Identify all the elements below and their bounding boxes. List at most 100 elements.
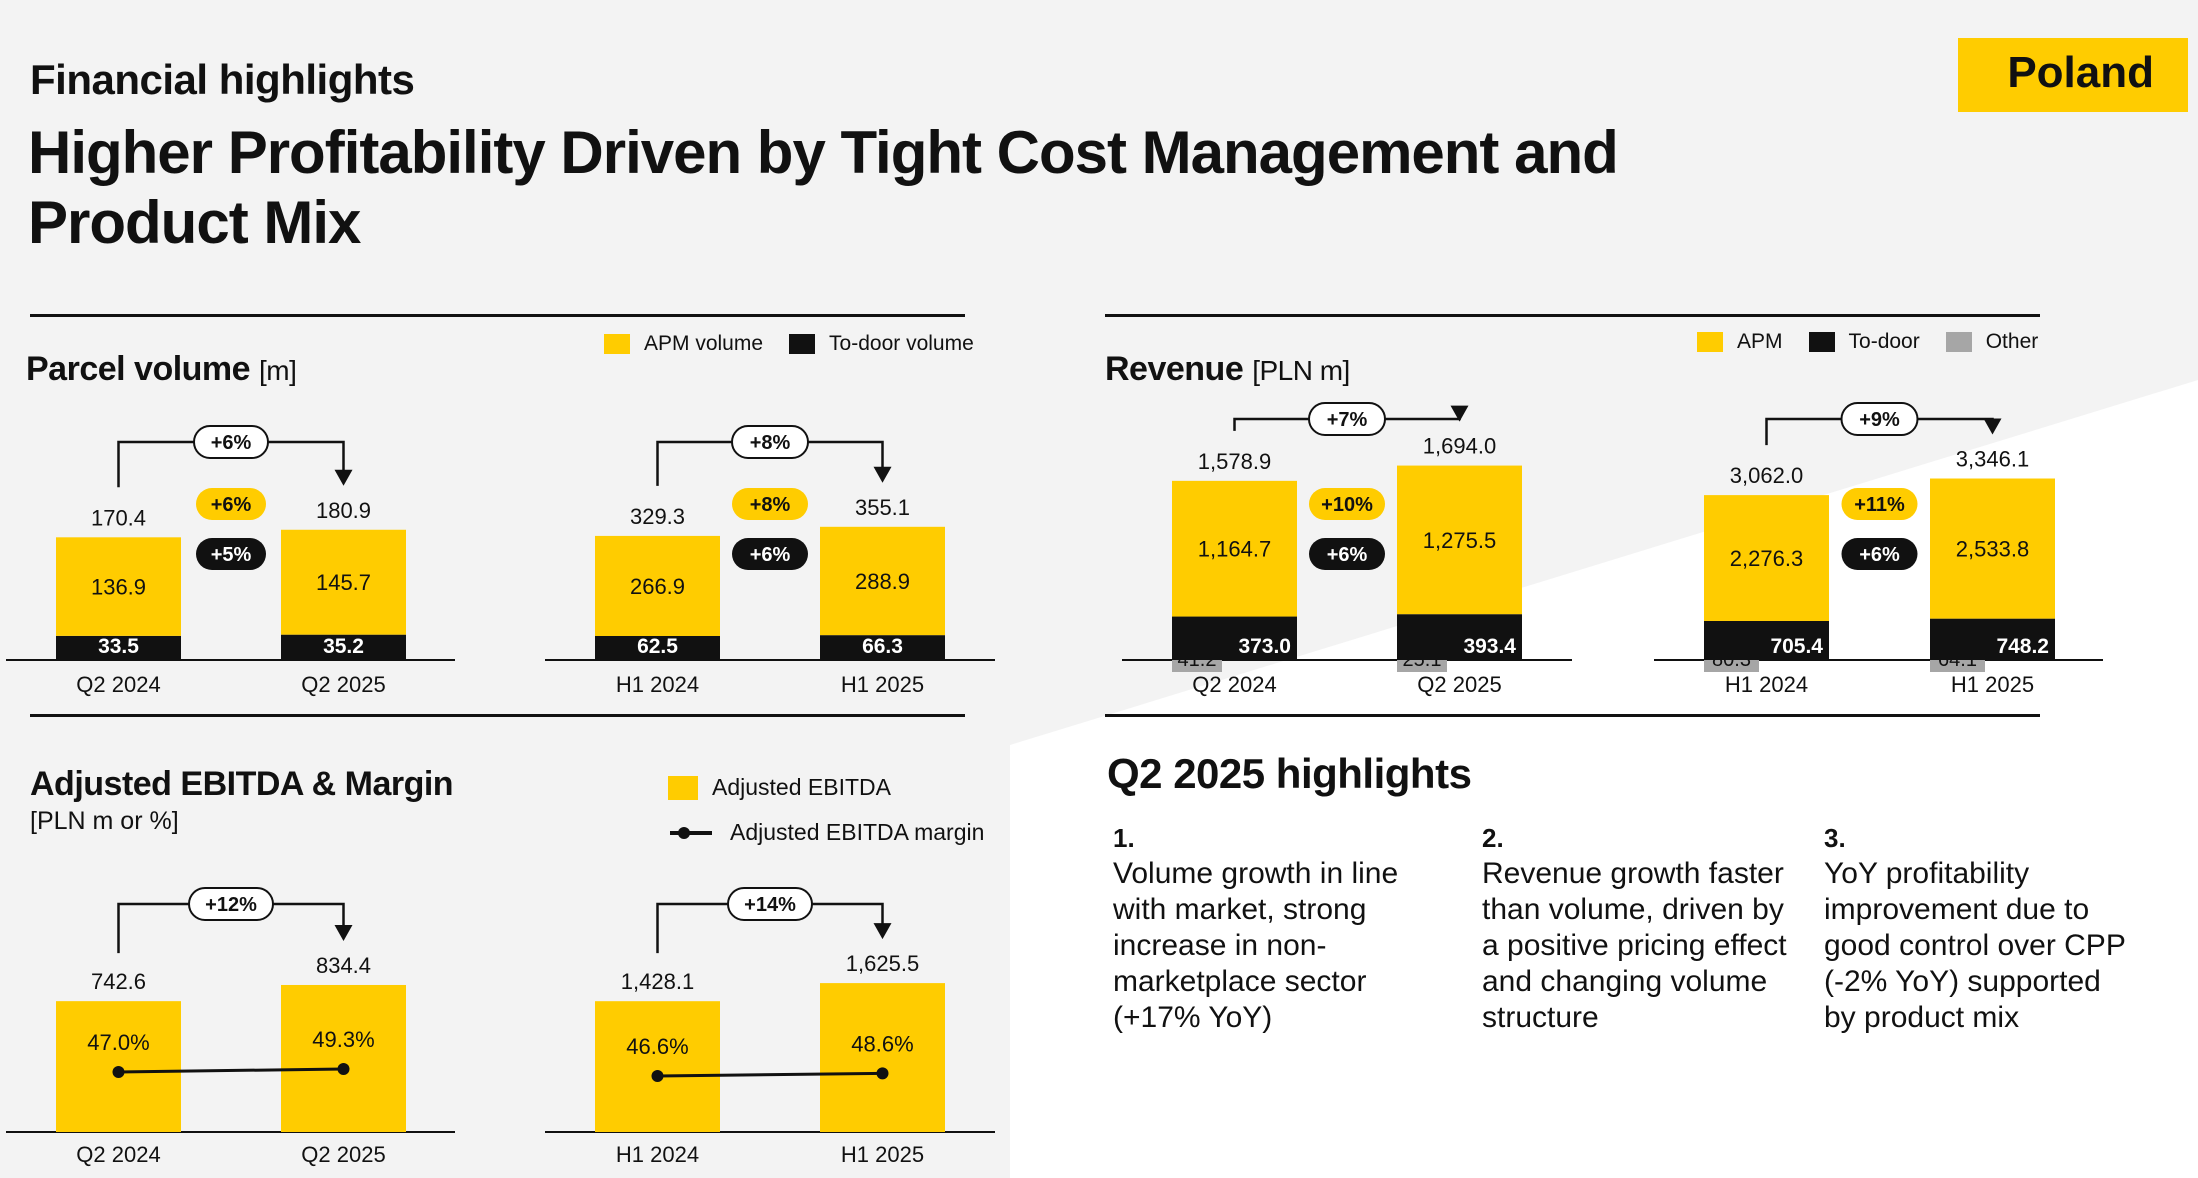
- margin-label-0: 47.0%: [87, 1030, 149, 1055]
- bar-label-1: 35.2: [323, 635, 364, 658]
- growth-badge-apm-label: +6%: [211, 494, 252, 516]
- bar-label-0: 705.4: [1770, 635, 1823, 658]
- bar-adjusted-ebitda-1: [281, 984, 406, 1132]
- total-label-1: 1,694.0: [1423, 434, 1496, 459]
- growth-badge-todoor-label: +5%: [211, 544, 252, 566]
- legend-label: APM: [1737, 330, 1783, 353]
- country-badge: Poland: [1958, 38, 2188, 112]
- highlights-title: Q2 2025 highlights: [1107, 750, 1472, 797]
- growth-arrow-5: [873, 923, 892, 940]
- growth-total-pill-4-label: +12%: [205, 894, 257, 916]
- total-label-0: 3,062.0: [1730, 463, 1803, 488]
- section-subtitle: Financial highlights: [30, 56, 415, 103]
- tick-label-0: H1 2024: [616, 672, 699, 697]
- bar-adjusted-ebitda-0: [595, 1001, 720, 1132]
- growth-badge-apm-label: +11%: [1854, 494, 1905, 516]
- value-label-0: 1,428.1: [621, 969, 694, 994]
- growth-badge-apm-label: +8%: [750, 494, 791, 516]
- parcel-title: Parcel volume [m]: [26, 350, 297, 389]
- parcel-title-text: Parcel volume: [26, 350, 251, 388]
- bar-to-door-0: [1704, 620, 1829, 660]
- legend-label: Other: [1985, 330, 2039, 353]
- growth-total-pill-3: [1840, 402, 1919, 436]
- value-label-0: 742.6: [91, 969, 146, 994]
- growth-arrow-4: [334, 924, 353, 941]
- bar-label-1: 66.3: [862, 635, 903, 658]
- revenue-title-text: Revenue: [1105, 350, 1244, 388]
- bar-label-1: 748.2: [1996, 635, 2049, 658]
- bar-to-door-volume-1: [820, 635, 945, 660]
- value-label-1: 834.4: [316, 953, 371, 978]
- legend-other: Other: [1945, 330, 2039, 354]
- revenue-unit: [PLN m]: [1252, 355, 1350, 386]
- growth-total-pill-0: [193, 425, 269, 459]
- growth-total-pill-2-label: +7%: [1327, 409, 1368, 431]
- growth-total-pill-1: [731, 425, 809, 459]
- ebitda-title: Adjusted EBITDA & Margin: [30, 765, 454, 803]
- bar-label-apm-0: 1,164.7: [1198, 537, 1271, 562]
- tick-label-1: H1 2025: [841, 672, 924, 697]
- growth-badge-todoor-label: +6%: [1859, 544, 1900, 566]
- parcel-legend: APM volume To-door volume: [604, 332, 974, 356]
- margin-point-0: [112, 1066, 125, 1078]
- bar-label-apm-0: 266.9: [630, 574, 685, 599]
- bar-label-0: 33.5: [98, 635, 139, 658]
- bar-to-door-volume-0: [56, 635, 181, 660]
- total-label-1: 180.9: [316, 498, 371, 523]
- tick-label-1: Q2 2025: [301, 672, 385, 697]
- growth-arrow-1: [873, 466, 892, 483]
- margin-label-0: 46.6%: [626, 1034, 688, 1059]
- parcel-q2-chart: 33.5 136.9 170.4 Q2 2024 35.2 145.7 180.9 Q2 20…: [6, 425, 455, 697]
- highlight-text: Volume growth in line with market, stron…: [1113, 857, 1399, 1034]
- bar-to-door-0: [1172, 616, 1297, 660]
- highlight-number: 1.: [1113, 823, 1135, 853]
- margin-line: [118, 1067, 344, 1074]
- growth-total-pill-0-label: +6%: [211, 432, 252, 454]
- highlight-item-1: 1. Volume growth in line with market, st…: [1113, 820, 1423, 1036]
- bar-label-1: 393.4: [1463, 635, 1516, 658]
- margin-label-1: 48.6%: [851, 1031, 913, 1056]
- country-label: Poland: [2007, 48, 2154, 97]
- growth-arrow-0: [334, 469, 353, 486]
- growth-total-pill-5: [727, 887, 813, 921]
- highlight-item-2: 2. Revenue growth faster than volume, dr…: [1482, 820, 1792, 1036]
- revenue-q2-chart: 41.2373.01,164.71,578.9Q2 202425.1393.41…: [1122, 402, 1572, 697]
- growth-badge-todoor-label: +6%: [1327, 544, 1368, 566]
- growth-total-pill-1-label: +8%: [750, 432, 791, 454]
- bar-apm-volume-1: [281, 529, 406, 635]
- parcel-h1-chart: 62.5 266.9 329.3 H1 2024 66.3 288.9 355.1 H1 20…: [545, 425, 995, 697]
- growth-badge-apm: [732, 488, 808, 520]
- legend-todoor-volume: To-door volume: [789, 332, 974, 356]
- highlight-text: YoY profitability improvement due to goo…: [1824, 857, 2126, 1034]
- highlight-item-3: 3. YoY profitability improvement due to …: [1824, 820, 2134, 1036]
- divider-parcel-bottom: [30, 714, 965, 717]
- tick-label-0: Q2 2024: [76, 672, 160, 697]
- legend-label: To-door volume: [829, 332, 974, 355]
- margin-point-1: [876, 1067, 889, 1080]
- revenue-h1-chart: 80.3705.42,276.33,062.0H1 202464.1748.22…: [1654, 402, 2103, 697]
- margin-point-1: [337, 1063, 350, 1076]
- legend-apm-volume: APM volume: [604, 332, 763, 356]
- tick-label-1: Q2 2025: [1417, 672, 1501, 697]
- ebitda-unit: [PLN m or %]: [30, 807, 179, 835]
- parcel-unit: [m]: [259, 355, 297, 386]
- growth-arrow-3: [1983, 418, 2002, 435]
- margin-label-1: 49.3%: [312, 1027, 374, 1052]
- highlight-number: 3.: [1824, 823, 1846, 853]
- tick-label-0: H1 2024: [1725, 672, 1808, 697]
- bar-adjusted-ebitda-1: [820, 983, 945, 1132]
- total-label-0: 170.4: [91, 505, 146, 530]
- margin-line-icon: [670, 826, 712, 839]
- revenue-title: Revenue [PLN m]: [1105, 350, 1350, 389]
- divider-revenue-bottom: [1105, 714, 2040, 717]
- legend-label: Adjusted EBITDA: [712, 774, 891, 800]
- bar-label-apm-1: 145.7: [316, 570, 371, 595]
- bar-to-door-1: [1397, 614, 1522, 660]
- bar-to-door-1: [1930, 618, 2055, 660]
- bar-apm-0: [1172, 480, 1297, 617]
- tick-label-0: Q2 2024: [76, 1142, 160, 1167]
- growth-total-pill-2: [1308, 402, 1386, 436]
- total-label-1: 355.1: [855, 495, 910, 520]
- bar-apm-volume-1: [820, 526, 945, 636]
